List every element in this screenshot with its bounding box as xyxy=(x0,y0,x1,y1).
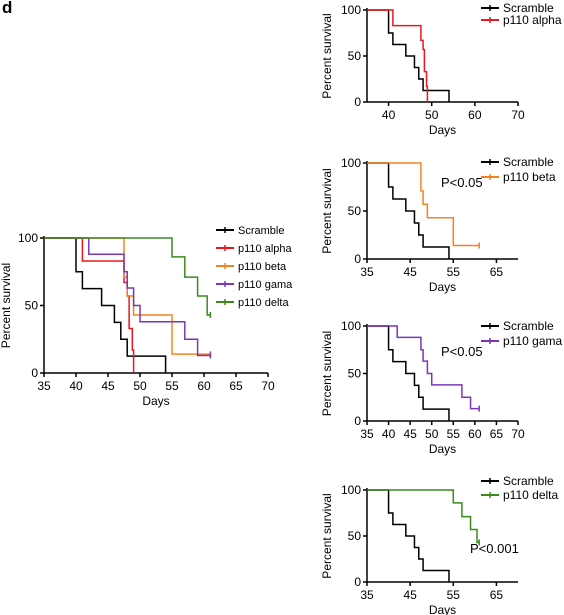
y-tick-label: 0 xyxy=(354,95,361,109)
x-tick-label: 65 xyxy=(490,588,504,602)
y-tick-label: 50 xyxy=(348,367,362,381)
chart-panel-2: 0 50 100 40 50 60 70 Days Percent survival Scramb… xyxy=(320,1,562,137)
p-value-annotation: P<0.05 xyxy=(441,175,483,190)
x-tick-label: 50 xyxy=(425,427,439,441)
y-tick-label: 0 xyxy=(354,575,361,589)
survival-curve-p110-alpha xyxy=(367,9,429,102)
survival-curve-p110-delta xyxy=(367,489,480,544)
x-tick-label: 65 xyxy=(490,265,504,279)
y-axis-title: Percent survival xyxy=(320,168,334,253)
survival-curve-p110-alpha xyxy=(44,237,135,373)
y-tick-label: 50 xyxy=(348,204,362,218)
y-tick-label: 100 xyxy=(341,156,361,170)
y-tick-label: 100 xyxy=(341,3,361,17)
x-tick-label: 55 xyxy=(165,379,179,393)
legend-label: Scramble xyxy=(503,1,554,15)
x-tick-label: 65 xyxy=(229,379,243,393)
panel-letter: d xyxy=(2,0,13,17)
x-tick-label: 50 xyxy=(425,108,439,122)
y-tick-label: 0 xyxy=(354,414,361,428)
x-tick-label: 55 xyxy=(447,265,461,279)
y-tick-label: 50 xyxy=(348,49,362,63)
survival-curve-scramble xyxy=(367,489,450,582)
y-tick-label: 100 xyxy=(341,483,361,497)
x-tick-label: 70 xyxy=(511,427,525,441)
legend-label: Scramble xyxy=(503,474,554,488)
x-axis-title: Days xyxy=(142,394,169,408)
x-tick-label: 60 xyxy=(197,379,211,393)
x-tick-label: 50 xyxy=(133,379,147,393)
y-tick-label: 50 xyxy=(348,529,362,543)
chart-panel-5: 0 50 100 35 45 55 65 Days Percent survival Scramb… xyxy=(320,474,558,615)
legend-label: p110 beta xyxy=(503,170,556,184)
y-axis-title: Percent survival xyxy=(320,13,334,98)
x-tick-label: 60 xyxy=(468,108,482,122)
x-tick-label: 35 xyxy=(360,588,374,602)
legend-label: p110 beta xyxy=(238,261,287,273)
survival-curve-p110-delta xyxy=(44,237,211,316)
x-tick-label: 45 xyxy=(403,427,417,441)
legend-label: p110 alpha xyxy=(503,13,562,27)
x-tick-label: 45 xyxy=(403,265,417,279)
x-tick-label: 35 xyxy=(360,427,374,441)
legend-label: Scramble xyxy=(238,225,284,237)
x-axis-title: Days xyxy=(429,442,456,456)
x-tick-label: 40 xyxy=(69,379,83,393)
survival-curve-scramble xyxy=(44,237,167,373)
survival-curve-p110-beta xyxy=(367,162,480,247)
y-axis-title: Percent survival xyxy=(320,331,334,416)
x-axis-title: Days xyxy=(429,280,456,294)
p-value-annotation: P<0.001 xyxy=(470,541,519,556)
chart-panel-1: 0 50 100 35 40 45 50 55 60 65 70 Days Percent surviv… xyxy=(0,225,293,408)
x-axis-title: Days xyxy=(429,603,456,615)
y-axis-title: Percent survival xyxy=(0,263,13,348)
x-tick-label: 40 xyxy=(382,108,396,122)
x-tick-label: 65 xyxy=(490,427,504,441)
legend-label: p110 gama xyxy=(503,334,562,348)
legend-label: p110 alpha xyxy=(238,243,293,255)
y-tick-label: 100 xyxy=(341,319,361,333)
x-tick-label: 35 xyxy=(37,379,51,393)
y-tick-label: 0 xyxy=(31,366,38,380)
survival-curve-scramble xyxy=(367,325,450,421)
x-tick-label: 55 xyxy=(447,588,461,602)
legend-label: Scramble xyxy=(503,319,554,333)
x-tick-label: 40 xyxy=(382,427,396,441)
survival-curve-p110-gama xyxy=(44,237,211,357)
survival-curve-scramble xyxy=(367,162,450,259)
x-tick-label: 70 xyxy=(261,379,275,393)
y-tick-label: 100 xyxy=(18,231,38,245)
x-tick-label: 55 xyxy=(447,427,461,441)
survival-curve-p110-gama xyxy=(367,325,480,410)
legend-label: p110 delta xyxy=(238,297,289,309)
y-tick-label: 0 xyxy=(354,252,361,266)
survival-curve-scramble xyxy=(367,9,450,102)
y-tick-label: 50 xyxy=(25,299,39,313)
x-axis-title: Days xyxy=(429,123,456,137)
legend-label: Scramble xyxy=(503,155,554,169)
p-value-annotation: P<0.05 xyxy=(441,344,483,359)
y-axis-title: Percent survival xyxy=(320,493,334,578)
chart-panel-3: 0 50 100 35 45 55 65 Days Percent survival Scramb… xyxy=(320,155,556,294)
legend-label: p110 delta xyxy=(503,488,558,502)
x-tick-label: 60 xyxy=(468,427,482,441)
x-tick-label: 35 xyxy=(360,265,374,279)
x-tick-label: 45 xyxy=(101,379,115,393)
chart-panel-4: 0 50 100 35 40 45 50 55 60 65 70 Days Percent surviv… xyxy=(320,319,562,456)
x-tick-label: 70 xyxy=(511,108,525,122)
x-tick-label: 45 xyxy=(403,588,417,602)
legend-label: p110 gama xyxy=(238,279,293,291)
